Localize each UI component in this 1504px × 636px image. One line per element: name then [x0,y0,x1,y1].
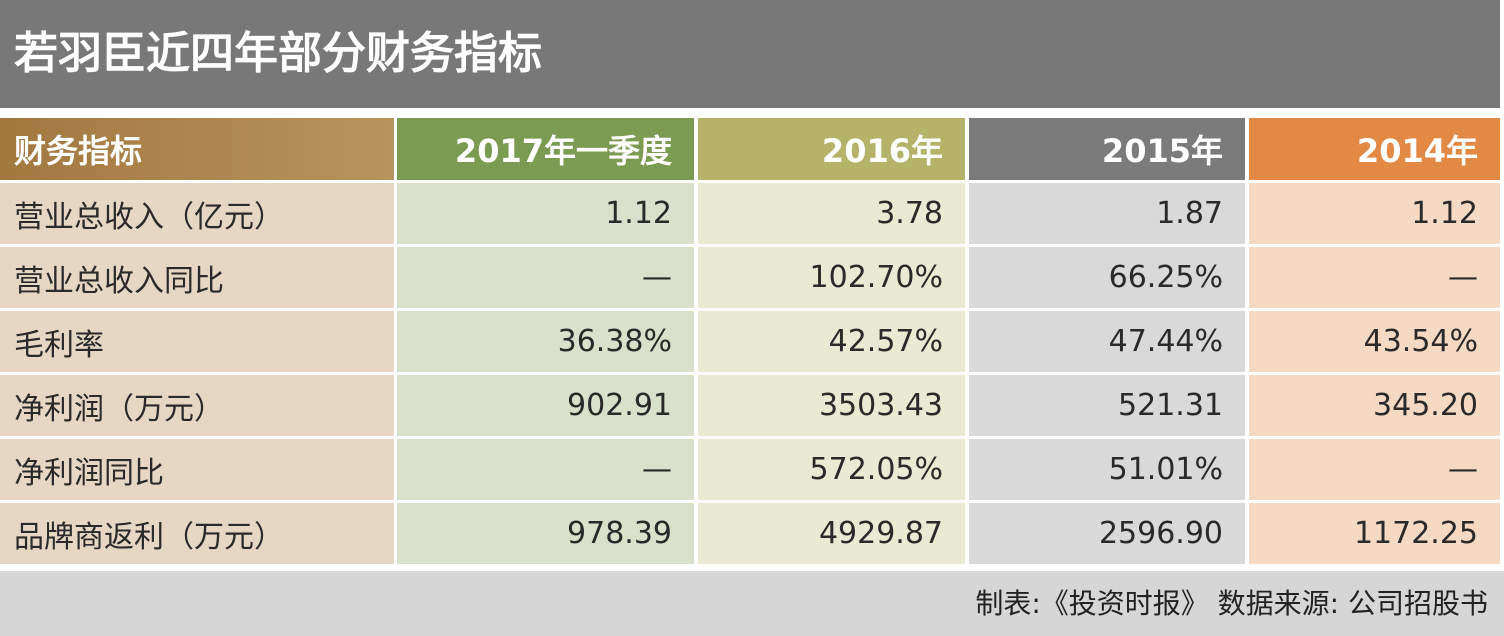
data-cell: — [397,247,694,308]
header-cell: 2016年 [698,118,965,180]
header-cell: 2014年 [1249,118,1500,180]
data-cell: 1.12 [1249,183,1500,244]
data-cell: 978.39 [397,503,694,564]
data-cell: 42.57% [698,311,965,372]
row-label: 净利润同比 [0,439,394,500]
row-label: 毛利率 [0,311,394,372]
data-cell: 51.01% [969,439,1245,500]
header-cell: 财务指标 [0,118,394,180]
data-cell: 36.38% [397,311,694,372]
data-cell: 902.91 [397,375,694,436]
data-cell: 66.25% [969,247,1245,308]
data-cell: 102.70% [698,247,965,308]
data-cell: 572.05% [698,439,965,500]
data-cell: 3503.43 [698,375,965,436]
data-cell: — [397,439,694,500]
data-cell: 3.78 [698,183,965,244]
data-cell: 1.12 [397,183,694,244]
row-label: 品牌商返利（万元） [0,503,394,564]
footer: 制表:《投资时报》 数据来源: 公司招股书 [0,571,1504,636]
data-cell: 1.87 [969,183,1245,244]
data-cell: 345.20 [1249,375,1500,436]
data-cell: 521.31 [969,375,1245,436]
data-cell: 2596.90 [969,503,1245,564]
data-cell: 43.54% [1249,311,1500,372]
title: 若羽臣近四年部分财务指标 [0,0,1500,108]
row-label: 净利润（万元） [0,375,394,436]
data-cell: 47.44% [969,311,1245,372]
row-label: 营业总收入（亿元） [0,183,394,244]
header-cell: 2017年一季度 [397,118,694,180]
data-cell: — [1249,247,1500,308]
row-label: 营业总收入同比 [0,247,394,308]
data-cell: 4929.87 [698,503,965,564]
header-cell: 2015年 [969,118,1245,180]
data-cell: 1172.25 [1249,503,1500,564]
data-cell: — [1249,439,1500,500]
